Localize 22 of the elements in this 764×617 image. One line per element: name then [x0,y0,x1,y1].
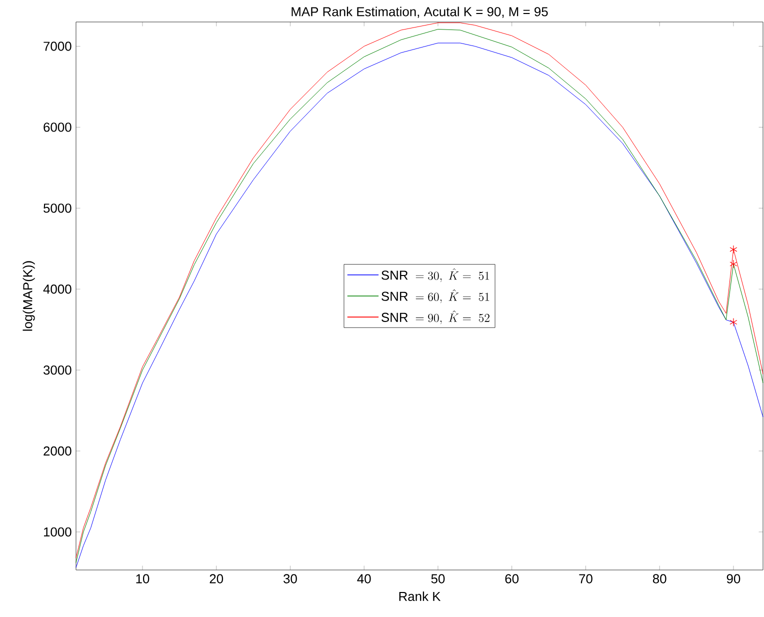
x-tick-label: 70 [579,574,592,584]
legend-label: $\mathrm{SNR}\ = 30,\ \hat{K} =\ 51$ [382,268,490,282]
legend-label: $\mathrm{SNR}\ = 60,\ \hat{K} =\ 51$ [382,289,490,304]
x-tick-label: 30 [284,574,297,584]
y-tick-label: 5000 [44,204,72,213]
x-tick-label: 20 [210,574,224,584]
x-tick-label: 90 [726,574,740,584]
x-tick-label: 50 [431,574,445,584]
y-tick-label: 2000 [44,446,72,456]
x-tick-label: 10 [136,574,150,584]
x-tick-label: 80 [652,574,666,584]
legend-label: $\mathrm{SNR}\ = 90,\ \hat{K} =\ 52$ [382,310,490,324]
y-tick-label: 7000 [44,42,72,51]
y-tick-label: 4000 [43,284,72,294]
y-tick-label: 6000 [44,122,72,132]
chart-title: MAP Rank Estimation, Acutal K = 90, M = 95 [292,6,548,18]
x-axis-title: Rank K [399,592,441,602]
x-tick-label: 40 [357,574,371,584]
x-tick-label: 60 [505,574,519,584]
y-tick-label: 3000 [44,365,72,375]
y-tick-label: 1000 [44,527,72,537]
y-axis-title: log(MAP(K)) [22,261,35,331]
